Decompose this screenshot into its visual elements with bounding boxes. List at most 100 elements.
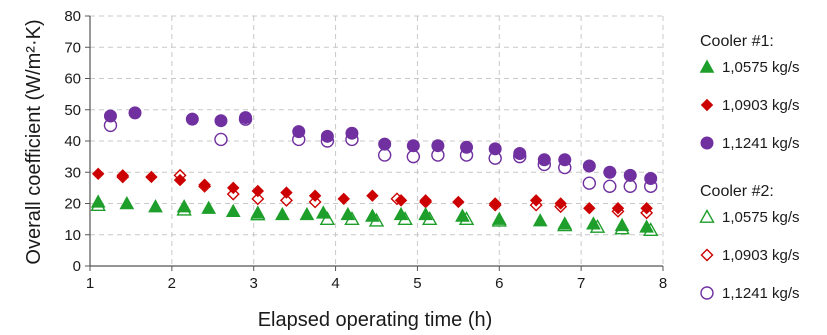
y-tick-label: 10 [64,227,81,244]
data-point [431,139,445,153]
legend-label: 1,1241 kg/s [722,135,800,152]
legend-marker [699,209,715,223]
data-point [623,179,637,194]
data-point [250,205,266,219]
x-tick-label: 6 [495,275,503,292]
data-point [582,176,597,190]
data-point [460,140,474,154]
tick-labels: 0 10 20 30 40 50 60 70 80 1 2 3 4 5 6 7 8 [64,8,667,292]
data-point [603,165,617,179]
data-point [365,208,380,222]
y-axis-title: Overall coefficient (W/m²·K) [23,19,45,264]
data-point [214,114,228,128]
data-point [148,199,163,213]
y-tick-label: 60 [64,71,81,88]
x-tick-label: 8 [659,275,667,292]
data-point [644,172,658,185]
data-point [292,125,306,139]
data-point [377,148,392,162]
legend-label: 1,1241 kg/s [722,285,800,302]
data-point [279,193,293,207]
data-point [239,111,253,125]
data-point [337,192,350,206]
data-point [91,167,105,181]
data-point [418,206,433,221]
data-point [214,132,228,147]
data-point [554,197,567,210]
x-tick-label: 2 [168,275,176,292]
legend: Cooler #1: 1,0575 kg/s 1,0903 kg/s 1,1241 k… [699,33,800,302]
data-point [603,179,617,194]
data-point [366,189,379,202]
data-point [406,139,420,153]
data-point [529,194,543,207]
legend-marker [700,136,714,150]
data-point [275,206,290,221]
legend-marker [700,248,714,262]
data-point [116,169,129,182]
data-point [320,129,334,143]
data-point [452,195,465,209]
y-tick-label: 50 [64,102,81,119]
data-point [201,200,217,214]
x-tick-label: 3 [250,275,258,292]
data-point [623,168,637,182]
legend-label: 1,0575 kg/s [722,209,800,226]
data-point [90,194,106,208]
data-point [488,142,502,156]
x-tick-label: 7 [577,275,585,292]
legend-marker [700,286,714,300]
legend-label: 1,0575 kg/s [722,59,800,76]
data-point [583,201,596,215]
data-point [251,192,265,206]
data-point [315,205,331,219]
data-point [532,213,548,227]
data-point [488,197,502,210]
data-point [145,170,158,184]
data-point [119,195,135,210]
data-point [308,195,322,209]
data-point [394,194,408,207]
data-point [586,216,601,230]
data-points [90,106,659,236]
data-point [198,178,211,191]
data-point [378,137,392,151]
data-point [614,217,630,232]
x-axis-title: Elapsed operating time (h) [258,309,493,331]
data-point [225,203,241,218]
data-point [340,206,356,221]
data-point [537,153,551,167]
data-point [308,189,322,202]
data-point [128,106,142,120]
y-tick-label: 40 [64,133,81,150]
legend-heading: Cooler #1: [700,33,774,50]
y-tick-label: 0 [73,258,81,275]
data-point [393,206,409,221]
legend-marker [699,59,715,73]
data-point [419,194,432,207]
data-point [640,201,653,215]
y-tick-label: 70 [64,39,81,56]
data-point [639,219,654,233]
x-tick-label: 5 [413,275,421,292]
legend-label: 1,0903 kg/s [722,97,800,114]
data-point [557,216,573,230]
data-point [406,149,421,164]
axes-layer [85,15,664,271]
data-point [227,181,240,195]
grid-layer [90,15,664,266]
y-tick-label: 30 [64,164,81,181]
data-point [299,206,315,221]
data-point [611,201,625,215]
x-tick-label: 1 [86,275,94,292]
data-point [176,199,192,213]
legend-label: 1,0903 kg/s [722,247,800,264]
legend-heading: Cooler #2: [700,183,774,200]
data-point [251,184,265,198]
data-point [185,112,199,126]
y-tick-label: 20 [64,196,81,213]
y-tick-label: 80 [64,8,81,25]
legend-marker [700,98,714,112]
data-point [558,153,572,167]
